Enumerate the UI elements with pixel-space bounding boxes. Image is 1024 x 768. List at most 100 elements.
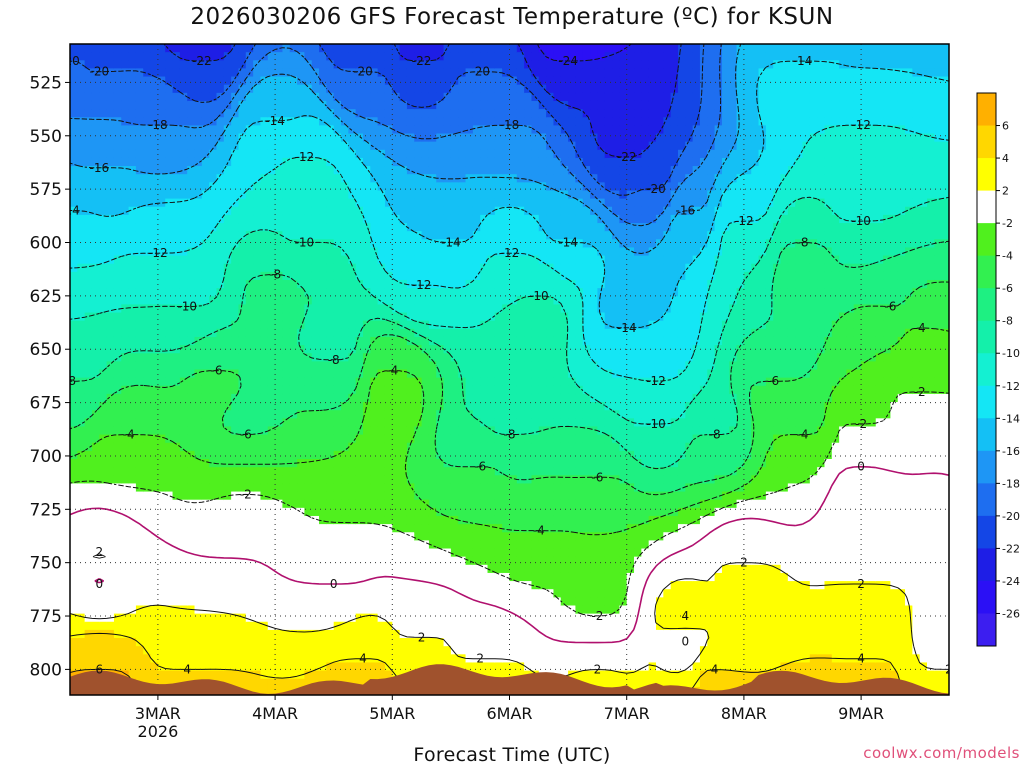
temperature-cell [348,613,357,623]
temperature-cell [370,524,379,533]
temperature-cell [121,353,130,362]
temperature-cell [106,418,115,428]
temperature-cell [392,166,401,175]
temperature-cell [319,157,327,167]
temperature-cell [355,76,364,86]
temperature-cell [502,198,511,208]
temperature-cell [84,621,93,631]
temperature-cell [77,369,86,379]
temperature-cell [458,312,467,322]
temperature-cell [70,336,78,346]
temperature-cell [509,442,518,452]
temperature-cell [363,117,371,126]
temperature-cell [179,84,188,94]
temperature-cell [121,638,130,647]
temperature-cell [414,589,423,598]
temperature-cell [524,239,533,249]
temperature-cell [297,507,305,517]
temperature-cell [406,312,415,322]
temperature-cell [311,52,320,61]
temperature-cell [304,312,313,322]
temperature-cell [384,670,393,680]
temperature-cell [297,255,305,265]
temperature-cell [319,166,327,175]
temperature-cell [509,157,518,167]
temperature-cell [201,52,210,61]
temperature-cell [465,76,474,86]
temperature-cell [524,149,533,159]
temperature-cell [77,198,86,208]
temperature-cell [319,76,327,86]
temperature-cell [494,223,503,232]
temperature-cell [370,166,379,175]
temperature-cell [106,68,115,78]
temperature-cell [106,353,115,362]
temperature-cell [326,621,335,631]
temperature-cell [253,589,262,598]
temperature-cell [179,141,188,151]
temperature-cell [143,345,152,354]
temperature-cell [319,613,327,623]
temperature-cell [399,548,408,558]
temperature-cell [509,475,518,485]
temperature-cell [436,353,445,362]
temperature-cell [384,52,393,61]
temperature-cell [179,214,188,224]
temperature-cell [436,255,445,265]
temperature-cell [421,336,430,346]
temperature-cell [282,312,291,322]
temperature-cell [209,304,218,314]
temperature-cell [128,613,137,623]
temperature-cell [443,515,452,525]
temperature-cell [187,76,196,86]
temperature-cell [421,605,430,615]
temperature-cell [516,369,525,379]
temperature-cell [201,377,210,387]
temperature-cell [487,491,496,501]
temperature-cell [209,279,218,289]
temperature-cell [326,418,335,428]
temperature-cell [99,507,108,517]
temperature-cell [509,597,518,607]
temperature-cell [172,320,181,330]
temperature-cell [216,141,225,151]
temperature-cell [150,263,159,273]
temperature-cell [399,214,408,224]
temperature-cell [509,279,518,289]
temperature-cell [392,638,401,647]
temperature-cell [480,467,489,476]
temperature-cell [275,507,284,517]
temperature-cell [436,206,445,216]
temperature-cell [355,621,364,631]
temperature-cell [165,564,174,574]
temperature-cell [121,524,130,533]
temperature-cell [348,410,357,419]
temperature-cell [238,475,247,485]
temperature-cell [326,377,335,387]
temperature-cell [84,662,93,672]
temperature-cell [406,483,415,493]
temperature-cell [436,279,445,289]
temperature-cell [428,141,437,151]
temperature-cell [77,613,86,623]
temperature-cell [421,507,430,517]
temperature-cell [348,629,357,639]
temperature-cell [465,255,474,265]
temperature-cell [275,686,284,695]
temperature-cell [392,117,401,126]
temperature-cell [319,312,327,322]
temperature-cell [260,621,269,631]
temperature-cell [355,255,364,265]
temperature-cell [487,149,496,159]
temperature-cell [480,621,489,631]
temperature-cell [135,100,144,110]
temperature-cell [260,60,269,70]
temperature-cell [245,206,254,216]
temperature-cell [370,296,379,305]
temperature-cell [267,540,276,550]
temperature-cell [304,353,313,362]
temperature-cell [179,564,188,574]
temperature-cell [187,353,196,362]
temperature-cell [436,638,445,647]
temperature-cell [370,141,379,151]
